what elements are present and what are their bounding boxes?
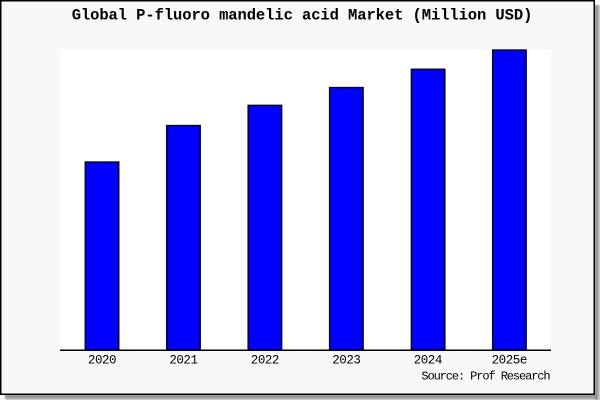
svg-text:Global P-fluoro mandelic acid: Global P-fluoro mandelic acid Market (Mi… bbox=[72, 7, 533, 25]
svg-text:2022: 2022 bbox=[251, 354, 279, 368]
svg-text:Source: Prof Research: Source: Prof Research bbox=[421, 369, 550, 383]
svg-text:2021: 2021 bbox=[169, 354, 197, 368]
svg-text:2024: 2024 bbox=[414, 354, 442, 368]
svg-text:2020: 2020 bbox=[88, 354, 116, 368]
svg-text:2025e: 2025e bbox=[492, 354, 527, 368]
svg-text:2023: 2023 bbox=[332, 354, 360, 368]
